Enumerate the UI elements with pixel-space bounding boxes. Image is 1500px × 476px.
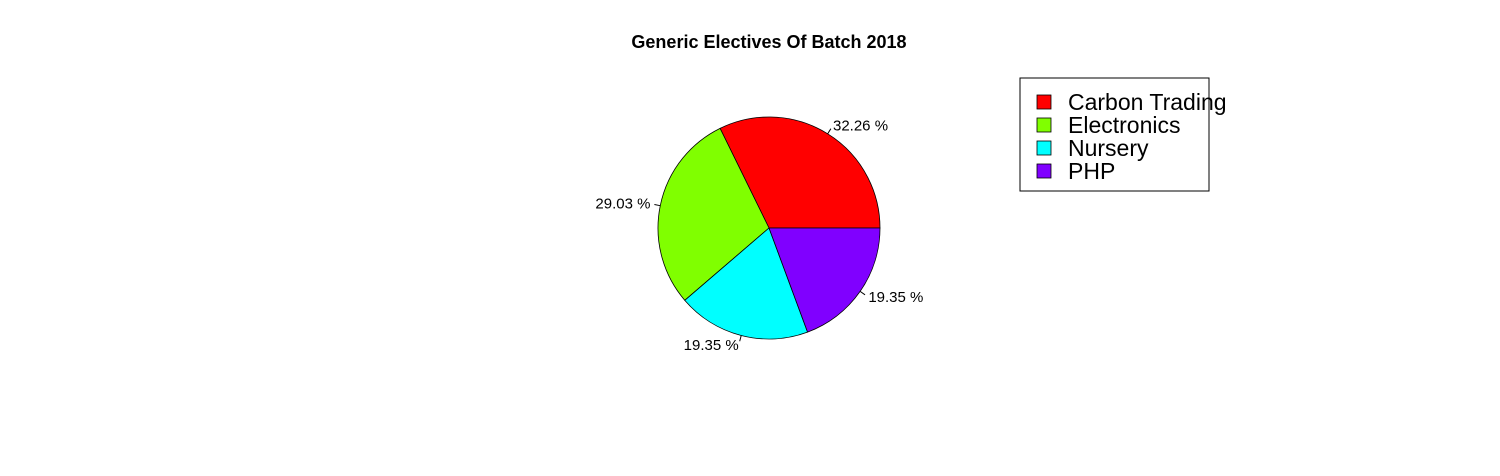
legend-swatch-php [1036,163,1052,179]
legend-swatch-electronics [1036,117,1052,133]
legend-label-carbon-trading: Carbon Trading [1068,89,1227,115]
pie-group [657,116,881,340]
slice-label-nursery: 19.35 % [684,337,739,354]
pie-slice-php [768,227,881,333]
legend-label-php: PHP [1068,158,1115,184]
legend-swatch-carbon-trading [1036,94,1052,110]
chart-title: Generic Electives Of Batch 2018 [631,32,906,52]
slice-label-carbon-trading: 32.26 % [833,117,888,134]
pie-slice-electronics [657,127,770,301]
legend-label-nursery: Nursery [1068,135,1149,161]
slice-label-electronics: 29.03 % [595,196,650,213]
legend-swatch-nursery [1036,140,1052,156]
slice-labels: 32.26 % 29.03 % 19.35 % 19.35 % [595,117,923,354]
legend-label-electronics: Electronics [1068,112,1180,138]
legend-box [1019,77,1210,192]
slice-tick-php [859,290,866,296]
slice-tick-electronics [654,204,661,207]
slice-label-php: 19.35 % [868,289,923,306]
slice-tick-carbon-trading [827,128,832,135]
slice-tick-nursery [739,335,742,342]
